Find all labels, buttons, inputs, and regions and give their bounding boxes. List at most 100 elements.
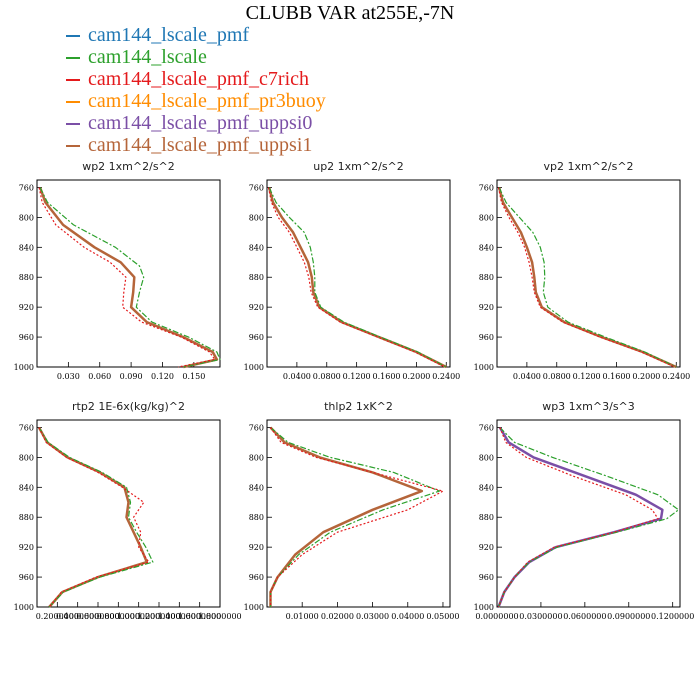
x-tick-label: 1.8000000 — [198, 612, 241, 621]
legend-label: cam144_lscale_pmf_pr3buoy — [88, 90, 326, 112]
series-line — [38, 187, 216, 368]
x-tick-label: 0.02000 — [321, 612, 354, 621]
y-tick-label: 880 — [479, 513, 494, 522]
legend-item: cam144_lscale_pmf_pr3buoy — [66, 90, 326, 112]
panel: vp2 1xm^2/s^2 760 800 840 880 920 960 1000 0.040… — [474, 160, 691, 381]
y-tick-label: 920 — [249, 543, 264, 552]
x-tick-label: 0.1600 — [373, 372, 401, 381]
y-tick-label: 760 — [249, 423, 264, 432]
y-tick-label: 840 — [249, 243, 264, 252]
y-tick-label: 960 — [249, 333, 264, 342]
legend-label: cam144_lscale_pmf_uppsi0 — [88, 112, 313, 134]
y-tick-label: 840 — [249, 483, 264, 492]
y-tick-label: 960 — [479, 573, 494, 582]
x-tick-label: 0.1200 — [343, 372, 371, 381]
x-tick-label: 0.0300000 — [519, 612, 562, 621]
y-tick-label: 1000 — [474, 603, 494, 612]
x-tick-label: 0.4000000 — [56, 612, 99, 621]
series-line — [497, 427, 680, 608]
x-tick-label: 1.2000000 — [137, 612, 180, 621]
series-line — [268, 187, 447, 368]
x-tick-label: 0.090 — [120, 372, 143, 381]
panel-title: wp2 1xm^2/s^2 — [82, 160, 175, 173]
panel-title: thlp2 1xK^2 — [324, 400, 393, 413]
x-tick-label: 0.120 — [151, 372, 174, 381]
y-tick-label: 880 — [479, 273, 494, 282]
y-tick-label: 760 — [479, 183, 494, 192]
legend-item: cam144_lscale_pmf_uppsi1 — [66, 134, 326, 156]
x-tick-label: 0.2000000 — [36, 612, 79, 621]
x-tick-label: 0.060 — [88, 372, 111, 381]
series-line — [497, 427, 659, 608]
x-tick-label: 0.150 — [182, 372, 205, 381]
legend-item: cam144_lscale_pmf_uppsi0 — [66, 112, 326, 134]
y-tick-label: 800 — [19, 453, 34, 462]
legend-swatch — [66, 123, 80, 126]
chart-title: CLUBB VAR at255E,-7N — [245, 2, 455, 24]
x-tick-label: 0.05000 — [426, 612, 459, 621]
y-tick-label: 960 — [249, 573, 264, 582]
x-tick-label: 0.0000000 — [475, 612, 518, 621]
series-line — [497, 187, 677, 369]
y-tick-label: 920 — [479, 303, 494, 312]
y-tick-label: 920 — [19, 303, 34, 312]
y-tick-label: 1000 — [474, 363, 494, 372]
y-tick-label: 960 — [19, 573, 34, 582]
x-tick-label: 1.6000000 — [178, 612, 221, 621]
panel: thlp2 1xK^2 760 800 840 880 920 960 1000 0.01000… — [244, 400, 460, 621]
series-line — [38, 187, 219, 369]
x-tick-label: 0.03000 — [356, 612, 389, 621]
x-tick-label: 0.1200 — [573, 372, 601, 381]
y-tick-label: 800 — [479, 213, 494, 222]
panel-title: up2 1xm^2/s^2 — [313, 160, 404, 173]
panel-title: rtp2 1E-6x(kg/kg)^2 — [72, 400, 185, 413]
x-tick-label: 0.2400 — [432, 372, 460, 381]
x-tick-label: 0.0800 — [543, 372, 571, 381]
legend-label: cam144_lscale_pmf_c7rich — [88, 68, 310, 90]
series-line — [497, 187, 676, 368]
y-tick-label: 960 — [479, 333, 494, 342]
plot-frame — [36, 419, 221, 608]
series-line — [269, 426, 424, 607]
series-line — [39, 187, 221, 368]
x-tick-label: 0.01000 — [286, 612, 319, 621]
legend-swatch — [66, 57, 80, 60]
plot-frame — [36, 179, 221, 368]
x-tick-label: 0.2400 — [662, 372, 690, 381]
legend-label: cam144_lscale — [88, 46, 207, 68]
y-tick-label: 840 — [19, 483, 34, 492]
plot-frame — [266, 419, 451, 608]
panel: up2 1xm^2/s^2 760 800 840 880 920 960 1000 0.040… — [244, 160, 461, 381]
x-tick-label: 0.2000 — [402, 372, 430, 381]
y-tick-label: 920 — [19, 543, 34, 552]
x-tick-label: 0.0400 — [283, 372, 311, 381]
plot-frame — [496, 179, 681, 368]
y-tick-label: 880 — [19, 513, 34, 522]
y-tick-label: 800 — [19, 213, 34, 222]
plot-frame — [496, 419, 681, 608]
legend-item: cam144_lscale_pmf — [66, 24, 326, 46]
y-tick-label: 1000 — [14, 603, 34, 612]
legend-item: cam144_lscale — [66, 46, 326, 68]
y-tick-label: 840 — [479, 243, 494, 252]
panel: rtp2 1E-6x(kg/kg)^2 760 800 840 880 920 960 100… — [14, 400, 242, 621]
series-line — [267, 187, 447, 369]
series-line — [38, 427, 150, 608]
y-tick-label: 840 — [479, 483, 494, 492]
y-tick-label: 800 — [249, 453, 264, 462]
y-tick-label: 880 — [249, 273, 264, 282]
series-line — [267, 187, 446, 368]
y-tick-label: 960 — [19, 333, 34, 342]
legend: cam144_lscale_pmf cam144_lscale cam144_l… — [66, 24, 326, 156]
legend-swatch — [66, 101, 80, 104]
legend-label: cam144_lscale_pmf — [88, 24, 250, 46]
y-tick-label: 760 — [19, 183, 34, 192]
y-tick-label: 1000 — [244, 363, 264, 372]
x-tick-label: 0.1200000 — [651, 612, 694, 621]
y-tick-label: 880 — [19, 273, 34, 282]
y-tick-label: 1000 — [244, 603, 264, 612]
y-tick-label: 760 — [479, 423, 494, 432]
panel: wp2 1xm^2/s^2 760 800 840 880 920 960 1000 0.030… — [14, 160, 221, 381]
x-tick-label: 0.04000 — [391, 612, 424, 621]
y-tick-label: 920 — [249, 303, 264, 312]
